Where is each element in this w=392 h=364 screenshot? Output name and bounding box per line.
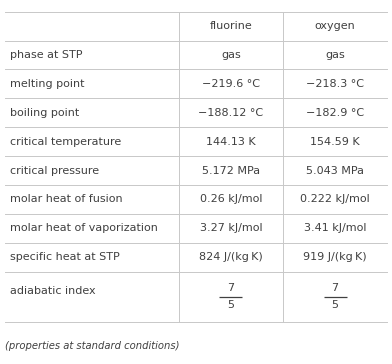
Text: 154.59 K: 154.59 K [310, 136, 360, 147]
Text: (properties at standard conditions): (properties at standard conditions) [5, 341, 179, 351]
Text: 3.27 kJ/mol: 3.27 kJ/mol [200, 223, 262, 233]
Text: 5.043 MPa: 5.043 MPa [306, 166, 364, 175]
Text: critical temperature: critical temperature [10, 136, 121, 147]
Text: 7: 7 [227, 283, 234, 293]
Text: oxygen: oxygen [315, 21, 356, 31]
Text: 824 J/(kg K): 824 J/(kg K) [199, 252, 263, 262]
Text: molar heat of fusion: molar heat of fusion [10, 194, 123, 205]
Text: 5.172 MPa: 5.172 MPa [202, 166, 260, 175]
Text: 0.26 kJ/mol: 0.26 kJ/mol [200, 194, 262, 205]
Text: −188.12 °C: −188.12 °C [198, 108, 263, 118]
Text: 5: 5 [332, 300, 339, 310]
Text: 3.41 kJ/mol: 3.41 kJ/mol [304, 223, 366, 233]
Text: critical pressure: critical pressure [10, 166, 99, 175]
Text: 5: 5 [227, 300, 234, 310]
Text: 919 J/(kg K): 919 J/(kg K) [303, 252, 367, 262]
Text: molar heat of vaporization: molar heat of vaporization [10, 223, 158, 233]
Text: −219.6 °C: −219.6 °C [202, 79, 260, 89]
Text: specific heat at STP: specific heat at STP [10, 252, 120, 262]
Text: −218.3 °C: −218.3 °C [306, 79, 364, 89]
Text: 0.222 kJ/mol: 0.222 kJ/mol [300, 194, 370, 205]
Text: −182.9 °C: −182.9 °C [306, 108, 364, 118]
Text: melting point: melting point [10, 79, 84, 89]
Text: boiling point: boiling point [10, 108, 79, 118]
Text: gas: gas [221, 50, 241, 60]
Text: 7: 7 [332, 283, 339, 293]
Text: adiabatic index: adiabatic index [10, 286, 96, 296]
Text: phase at STP: phase at STP [10, 50, 82, 60]
Text: gas: gas [325, 50, 345, 60]
Text: fluorine: fluorine [209, 21, 252, 31]
Text: 144.13 K: 144.13 K [206, 136, 256, 147]
